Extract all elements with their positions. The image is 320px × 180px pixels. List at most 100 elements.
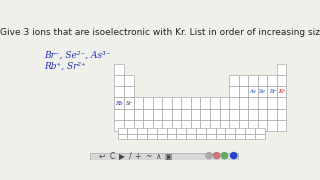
Bar [267,109,277,120]
Bar [229,86,239,97]
Bar [267,97,277,109]
Bar [124,75,133,86]
Bar [248,97,258,109]
Bar [191,120,200,131]
Text: Rb: Rb [116,100,123,105]
Bar [200,109,210,120]
Bar [200,97,210,109]
Bar [127,134,137,139]
Bar [220,97,229,109]
Bar [206,128,216,134]
Bar [248,86,258,97]
Bar [124,97,133,109]
Bar [239,109,248,120]
Bar [186,134,196,139]
Text: ~: ~ [145,152,152,161]
Bar [206,134,216,139]
Bar [277,64,286,75]
Bar [196,128,206,134]
Text: ▣: ▣ [164,152,172,161]
Bar [267,86,277,97]
Bar [133,109,143,120]
Bar [162,120,172,131]
Bar [239,120,248,131]
Bar [181,120,191,131]
Bar [124,97,133,109]
Bar [235,134,245,139]
Bar [186,128,196,134]
Bar [258,97,267,109]
Bar [248,75,258,86]
Circle shape [214,152,220,159]
Text: Br: Br [269,89,276,94]
Bar [176,134,186,139]
Circle shape [206,152,212,159]
Bar [115,109,124,120]
Bar [172,109,181,120]
Bar [181,109,191,120]
Bar [258,120,267,131]
Bar [258,109,267,120]
Bar [137,128,147,134]
Bar [277,97,286,109]
Text: ↩: ↩ [99,152,105,161]
Text: Kr: Kr [278,89,285,94]
Bar [258,86,267,97]
Bar [153,109,162,120]
Text: Rb⁺, Sr²⁺: Rb⁺, Sr²⁺ [44,62,86,71]
Bar [172,97,181,109]
Bar [143,97,153,109]
Bar [245,134,255,139]
Circle shape [221,152,228,159]
Bar [277,75,286,86]
Bar [115,64,124,75]
Bar [124,109,133,120]
Text: Br⁻, Se²⁻, As³⁻: Br⁻, Se²⁻, As³⁻ [44,51,110,60]
Bar [277,120,286,131]
Text: +: + [134,152,141,161]
Bar [248,86,258,97]
Text: As: As [250,89,256,94]
Bar [124,120,133,131]
Bar [220,120,229,131]
Bar [157,134,167,139]
Bar [229,109,239,120]
Circle shape [231,152,237,159]
Bar [167,134,176,139]
Bar [277,109,286,120]
Text: Sr: Sr [125,100,132,105]
Bar [229,97,239,109]
Bar [147,128,157,134]
Bar [277,86,286,97]
Bar [133,120,143,131]
Bar [153,120,162,131]
Bar [90,152,238,160]
Bar [200,120,210,131]
Bar [133,97,143,109]
Bar [267,86,277,97]
Bar [277,86,286,97]
Bar [226,128,235,134]
Bar [245,128,255,134]
Bar [117,128,127,134]
Bar [153,97,162,109]
Bar [143,109,153,120]
Bar [239,86,248,97]
Text: /: / [129,152,131,161]
Bar [147,134,157,139]
Bar [191,97,200,109]
Bar [239,75,248,86]
Text: ▶: ▶ [119,152,125,161]
Bar [196,134,206,139]
Bar [226,134,235,139]
Bar [172,120,181,131]
Bar [229,120,239,131]
Bar [216,128,226,134]
Bar [162,109,172,120]
Bar [267,75,277,86]
Bar [124,86,133,97]
Text: Give 3 ions that are isoelectronic with Kr. List in order of increasing size.: Give 3 ions that are isoelectronic with … [0,28,320,37]
Bar [235,128,245,134]
Bar [267,120,277,131]
Bar [258,86,267,97]
